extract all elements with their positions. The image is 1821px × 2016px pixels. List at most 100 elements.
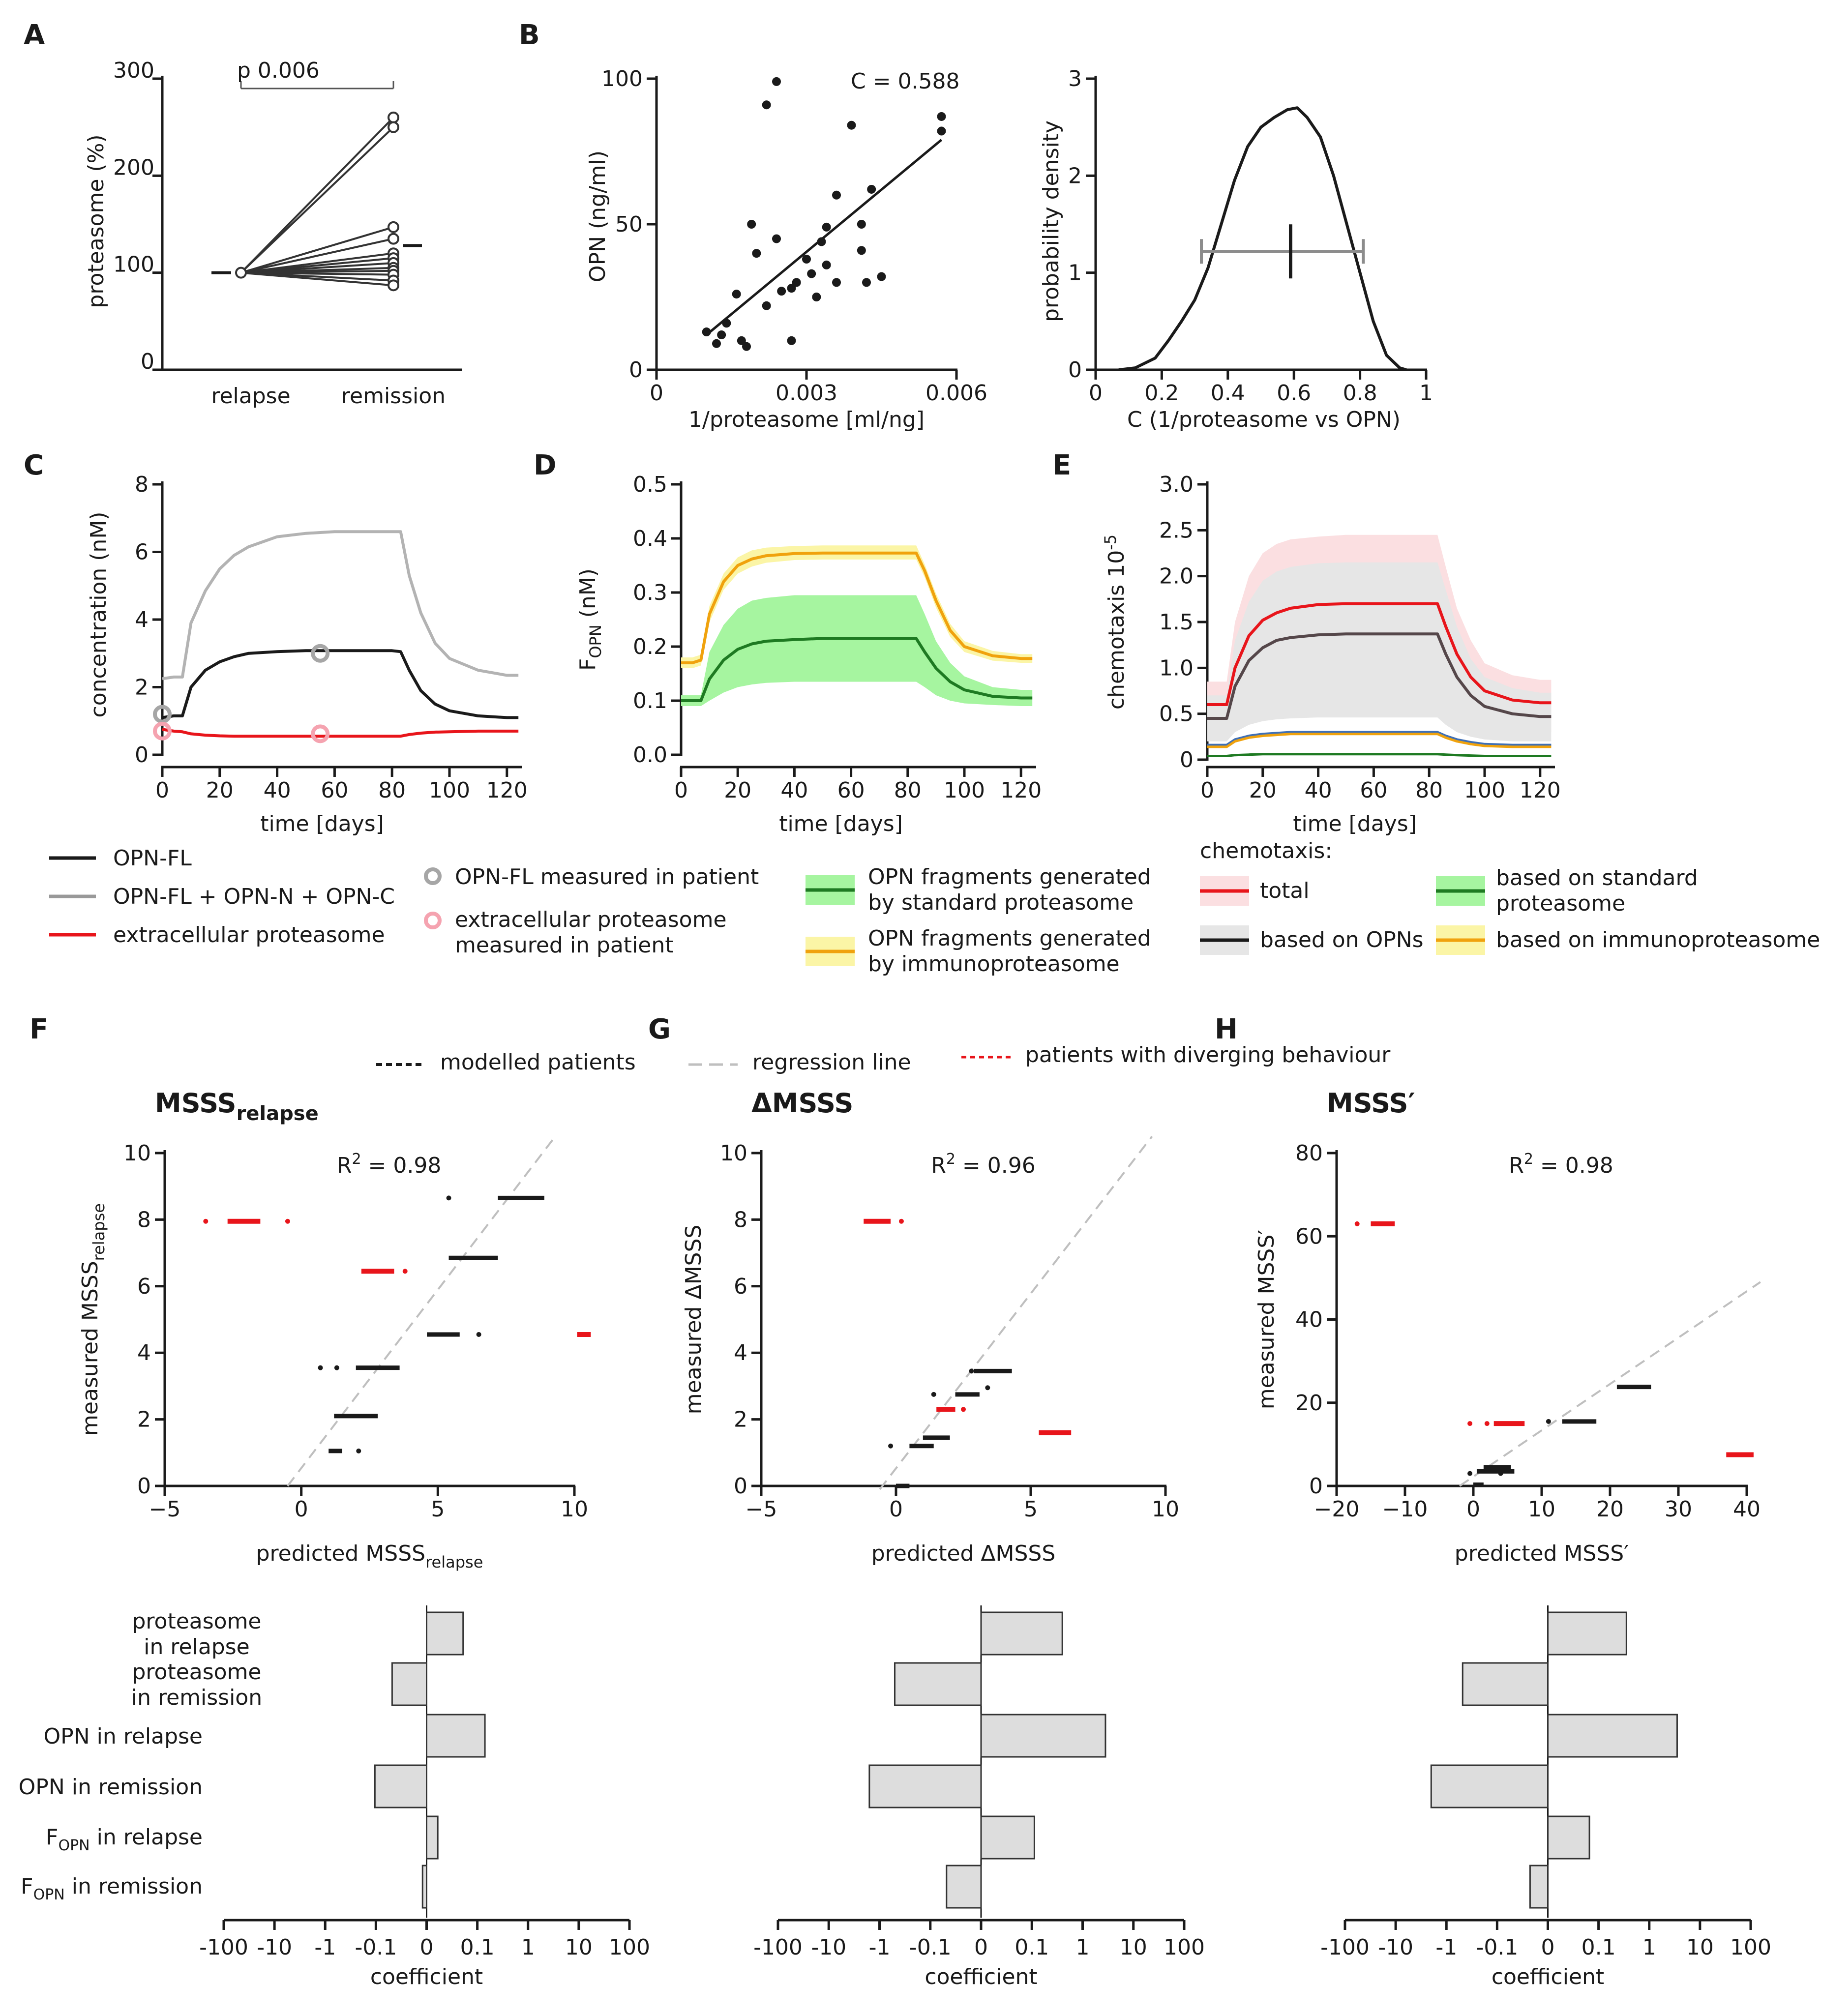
bar-category-label: in remission [131, 1685, 262, 1710]
x-tick-label: 120 [486, 778, 528, 803]
x-tick-label: 100 [944, 778, 985, 803]
r2-value: = 0.98 [361, 1153, 442, 1178]
chart-h: 0 20 40 60 80 −20 −10 0 10 20 30 40 MSSS′ R2 = 0.98 me… [1254, 1088, 1761, 1566]
panel-letter-a: A [24, 19, 45, 51]
x-tick-label: 40 [1305, 778, 1332, 803]
chart-title: MSSS′ [1327, 1088, 1415, 1119]
x-tick-label: -0.1 [355, 1935, 397, 1960]
data-point [832, 278, 841, 287]
x-tick-label: 0 [674, 778, 688, 803]
x-axis-label: coefficient [370, 1964, 483, 1989]
y-tick-label: 300 [113, 58, 154, 83]
r2-label: R2 = 0.98 [1509, 1151, 1613, 1178]
y-axis-label: measured MSSSrelapse [78, 1203, 108, 1436]
x-tick-label: 0 [650, 381, 663, 406]
panel-letter-g: G [648, 1013, 671, 1045]
y-axis-label-sup: -5 [1101, 534, 1120, 550]
x-tick-label: 100 [1464, 778, 1505, 803]
x-tick-label: 20 [206, 778, 234, 803]
data-point [792, 278, 801, 287]
coefficient-bar [1462, 1662, 1549, 1706]
regression-line [879, 1135, 1153, 1490]
x-tick-label: 0 [889, 1497, 903, 1522]
y-tick-label: 2 [734, 1407, 747, 1432]
y-tick-label: 1 [1068, 261, 1082, 286]
data-point [807, 269, 816, 278]
legend-label: OPN-FL + OPN-N + OPN-C [113, 884, 395, 909]
coefficient-bar [374, 1764, 427, 1808]
y-tick-label: 0.5 [633, 472, 667, 497]
x-tick-label: 0.8 [1343, 381, 1377, 406]
relapse-point [235, 267, 247, 279]
diverging-patient-point [1467, 1421, 1473, 1426]
legend-label: measured in patient [455, 933, 674, 958]
data-point [857, 220, 866, 229]
legend-label: regression line [752, 1050, 911, 1075]
coefficient-bar [1529, 1865, 1549, 1909]
regression-line [287, 1135, 556, 1487]
legend-swatch-circle [424, 867, 442, 885]
opn-curve [1207, 632, 1552, 720]
x-category-label: relapse [211, 384, 290, 409]
legend-label: by immunoproteasome [868, 951, 1120, 977]
bar-chart-g-bar: -100 -10 -1 -0.1 0 0.1 1 10 100 coefficient [753, 1605, 1205, 1989]
coefficient-bar [980, 1815, 1035, 1860]
y-tick-label: 0 [141, 349, 154, 374]
bar-category-label: FOPN in remission [21, 1874, 203, 1903]
x-axis-label: predicted MSSS′ [1455, 1541, 1629, 1566]
y-axis-label-sub: relapse [90, 1203, 108, 1261]
x-tick-label: -1 [869, 1935, 891, 1960]
x-tick-label: 10 [1528, 1497, 1555, 1522]
y-axis-label: measured ΔMSSS [681, 1225, 706, 1415]
x-tick-label: 1 [1419, 381, 1433, 406]
x-category-label: remission [341, 384, 446, 409]
data-point [787, 284, 796, 293]
x-tick-label: 0.6 [1277, 381, 1311, 406]
legend-label: proteasome [1496, 891, 1625, 916]
y-tick-label: 3.0 [1159, 472, 1194, 497]
y-tick-label: 50 [615, 212, 643, 237]
y-axis-label: probability density [1039, 120, 1064, 322]
data-point [772, 77, 781, 86]
data-point [747, 220, 756, 229]
x-tick-label: 1 [521, 1935, 535, 1960]
y-axis-label: OPN (ng/ml) [585, 150, 610, 282]
x-tick-label: 0 [1541, 1935, 1555, 1960]
x-tick-label: 0.1 [1015, 1935, 1049, 1960]
y-tick-label: 0 [629, 357, 643, 383]
x-tick-label: 0 [420, 1935, 434, 1960]
coefficient-bar [980, 1611, 1063, 1656]
x-tick-label: 100 [429, 778, 470, 803]
immunoproteasome-curve [1207, 733, 1552, 748]
chart-e: 0 0.5 1.0 1.5 2.0 2.5 3.0 0 20 40 60 80 100 120 chemot… [1101, 472, 1561, 836]
data-point [787, 336, 796, 345]
y-tick-label: 0 [135, 742, 149, 768]
y-tick-label: 2 [137, 1407, 151, 1432]
y-tick-label: 20 [1295, 1391, 1323, 1416]
p-value-label: p 0.006 [237, 58, 320, 83]
coefficient-bar [421, 1865, 427, 1909]
y-tick-label: 0 [1309, 1474, 1323, 1499]
r2-label: R2 = 0.98 [337, 1151, 441, 1178]
y-tick-label: 3 [1068, 66, 1082, 91]
data-point [777, 287, 786, 296]
bar-category-rest: in relapse [90, 1825, 203, 1850]
regression-line [1459, 1281, 1761, 1487]
y-tick-label: 4 [734, 1340, 747, 1365]
x-tick-label: −5 [149, 1497, 181, 1522]
helper-curve [1207, 731, 1552, 746]
legend-label: by standard proteasome [868, 890, 1134, 915]
panel-letters: A B C D E F G H [24, 19, 1238, 1045]
x-tick-label: -100 [753, 1935, 803, 1960]
standard-proteasome-curve [1207, 753, 1552, 757]
r2-sup: 2 [946, 1151, 955, 1168]
legend-label: based on standard [1496, 865, 1698, 890]
coefficient-bar [426, 1611, 464, 1656]
x-tick-label: −5 [746, 1497, 777, 1522]
bar-category-sub: OPN [58, 1837, 90, 1854]
data-point [877, 272, 886, 281]
